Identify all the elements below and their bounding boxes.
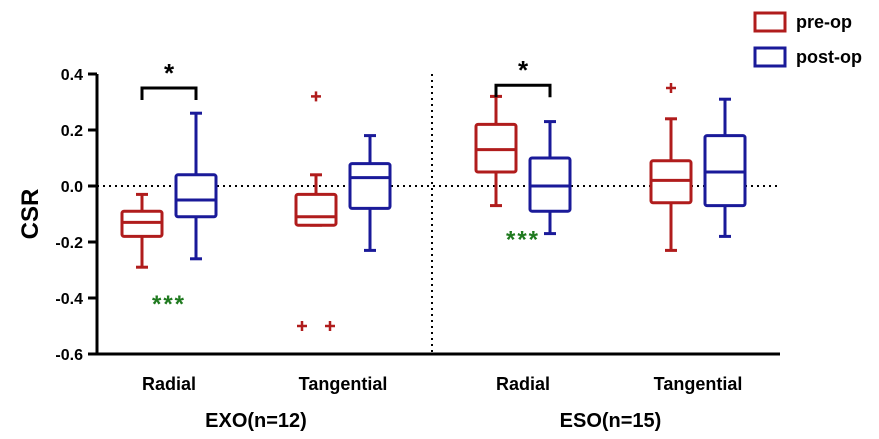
plot-area: * ******* [97,55,780,354]
legend: pre-op post-op [753,11,862,68]
box-post-op [528,120,572,236]
legend-swatch [753,46,787,68]
significance-label: * [164,58,175,88]
legend-label: post-op [796,47,862,67]
x-group-label: EXO(n=12) [205,410,307,432]
x-group-label: ESO(n=15) [560,410,662,432]
significance-bracket: * [140,58,198,100]
y-tick-label: -0.6 [55,347,83,364]
x-category-label: Tangential [299,374,388,394]
box-post-op [174,111,218,261]
y-tick-label: 0.4 [61,67,83,84]
box-pre-op [474,94,518,208]
significance-label: * [518,55,529,85]
box-post-op [348,134,392,252]
x-category-label: Tangential [654,374,743,394]
legend-label: pre-op [796,12,852,32]
box-pre-op [649,83,693,252]
iqr-box [348,162,392,210]
x-category-label: Radial [496,374,550,394]
legend-swatch [753,11,787,33]
significance-bracket: * [494,55,552,98]
box-pre-op [294,91,338,331]
legend-item-post-op: post-op [753,46,862,68]
box-post-op [703,97,747,238]
y-tick-label: 0.0 [61,179,83,196]
significance-stars: *** [506,227,540,254]
y-tick-label: -0.2 [55,235,83,252]
legend-item-pre-op: pre-op [753,11,852,33]
significance-stars: *** [152,291,186,318]
y-tick-label: 0.2 [61,123,83,140]
x-category-label: Radial [142,374,196,394]
bracket-line [140,86,198,100]
y-axis-title: CSR [17,189,44,240]
box-pre-op [120,192,164,269]
y-tick-label: -0.4 [55,291,83,308]
axes: 0.4 0.2 0.0 -0.2 -0.4 -0.6 CSR Radial Tangential… [17,67,780,432]
iqr-box [294,192,338,227]
bracket-line [494,83,552,98]
iqr-box [174,173,218,219]
